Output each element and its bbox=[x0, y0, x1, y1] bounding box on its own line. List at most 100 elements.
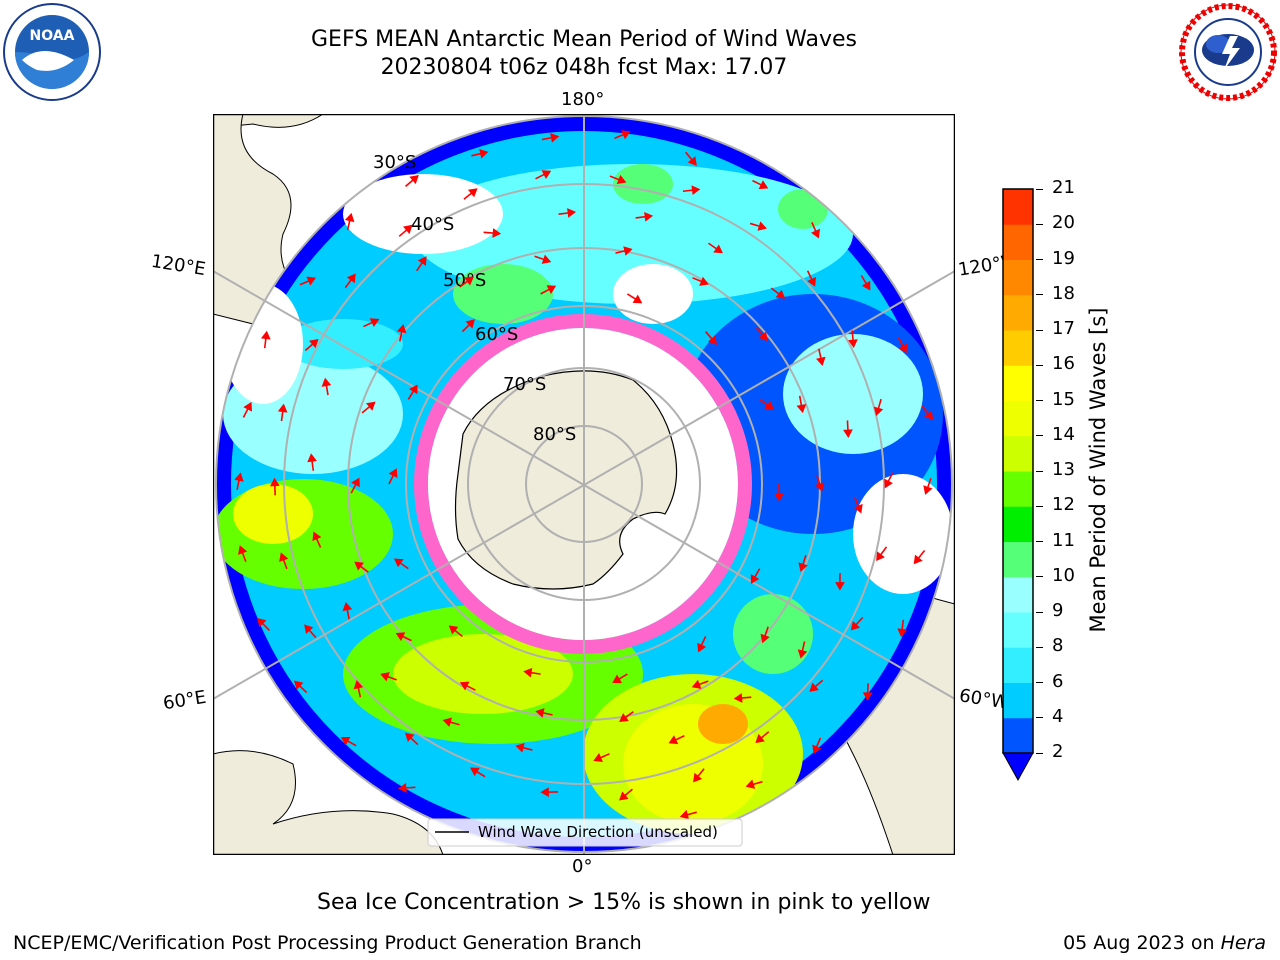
colorbar-tick-label: 14 bbox=[1052, 423, 1075, 445]
wind-arrow-head bbox=[619, 713, 629, 722]
wind-arrow-head bbox=[353, 680, 364, 690]
colorbar-tick-label: 2 bbox=[1052, 741, 1064, 762]
map-subtitle: 20230804 t06z 048h fcst Max: 17.07 bbox=[380, 55, 788, 80]
colorbar-band bbox=[1003, 541, 1033, 578]
wind-arrow-head bbox=[924, 410, 934, 420]
wind-arrow-head bbox=[697, 642, 707, 653]
wind-arrow-head bbox=[811, 228, 821, 239]
noaa-logo-text: NOAA bbox=[30, 28, 75, 44]
wind-arrow-head bbox=[464, 276, 474, 286]
wind-arrow-head bbox=[758, 331, 768, 342]
colorbar-band bbox=[1003, 647, 1033, 683]
colorbar-tick-mark bbox=[1036, 329, 1043, 331]
colorbar-tick-mark bbox=[1036, 505, 1043, 507]
wind-arrow-head bbox=[775, 289, 786, 299]
wind-arrow-head bbox=[774, 493, 784, 502]
noaa-logo: NOAA bbox=[3, 3, 101, 101]
map-frame bbox=[213, 114, 955, 855]
colorbar-tick-label: 6 bbox=[1052, 670, 1064, 692]
wind-arrow-head bbox=[796, 403, 807, 414]
wind-arrow-head bbox=[876, 551, 885, 562]
legend: Wind Wave Direction (unscaled) bbox=[427, 818, 743, 847]
wind-arrow-head bbox=[396, 324, 407, 334]
wind-arrow-head bbox=[550, 132, 560, 143]
wind-arrow-head bbox=[448, 625, 459, 635]
wind-arrow-head bbox=[238, 545, 248, 555]
colorbar-tick-mark bbox=[1036, 576, 1043, 578]
lat-label-80: 80°S bbox=[533, 424, 576, 445]
lat-label-60: 60°S bbox=[475, 324, 518, 345]
colorbar-tick-label: 10 bbox=[1052, 564, 1075, 586]
wind-arrow-head bbox=[417, 256, 427, 266]
wind-arrow-head bbox=[619, 791, 629, 801]
colorbar-band bbox=[1003, 506, 1033, 542]
colorbar-label: Mean Period of Wind Waves [s] bbox=[1086, 307, 1110, 633]
wind-arrow-head bbox=[546, 285, 557, 294]
wind-arrow-head bbox=[397, 783, 407, 793]
wind-arrow-head bbox=[304, 624, 314, 634]
wind-arrow-head bbox=[612, 674, 622, 684]
wind-arrow-head bbox=[897, 628, 908, 638]
wind-arrow-head bbox=[758, 180, 769, 190]
colorbar bbox=[1002, 188, 1034, 782]
wind-arrow-head bbox=[757, 221, 767, 231]
colorbar-tick-mark bbox=[1036, 541, 1043, 542]
wind-arrow-head bbox=[346, 273, 356, 284]
colorbar-tick-mark bbox=[1036, 611, 1043, 613]
colorbar-tick-mark bbox=[1036, 752, 1043, 754]
wind-arrow-head bbox=[699, 276, 709, 286]
colorbar-band bbox=[1003, 259, 1033, 296]
wind-arrow-head bbox=[293, 680, 304, 690]
colorbar-tick-label: 18 bbox=[1052, 282, 1075, 304]
wind-arrow-head bbox=[797, 649, 808, 659]
antarctica-land bbox=[454, 370, 678, 590]
wind-arrow-head bbox=[764, 400, 775, 410]
legend-label: Wind Wave Direction (unscaled) bbox=[478, 823, 718, 841]
wind-arrow-head bbox=[309, 338, 319, 349]
wind-arrow-head bbox=[755, 733, 765, 744]
wind-arrow-head bbox=[809, 682, 819, 692]
wind-arrow-head bbox=[621, 130, 631, 140]
colorbar-band bbox=[1003, 294, 1033, 331]
wind-arrow-head bbox=[750, 574, 760, 584]
wind-arrow-head bbox=[541, 254, 552, 264]
wind-arrow-head bbox=[321, 377, 332, 387]
wind-arrow-head bbox=[277, 403, 288, 413]
wind-arrow-head bbox=[816, 356, 826, 366]
wind-arrow-head bbox=[807, 276, 816, 287]
colorbar-tick-label: 12 bbox=[1052, 494, 1075, 516]
lat-label-70: 70°S bbox=[503, 374, 546, 395]
wind-arrow-head bbox=[843, 429, 853, 438]
wind-arrow-head bbox=[393, 558, 404, 568]
wind-arrow-head bbox=[342, 601, 353, 612]
wind-arrow-head bbox=[467, 188, 478, 198]
wind-arrow-head bbox=[760, 633, 770, 644]
wind-arrow-head bbox=[812, 744, 822, 755]
colorbar-tick-mark bbox=[1036, 294, 1043, 296]
wind-arrow-head bbox=[913, 554, 923, 565]
colorbar-tick-label: 19 bbox=[1052, 247, 1075, 269]
wind-arrow-head bbox=[307, 453, 317, 463]
colorbar-tick-label: 8 bbox=[1052, 635, 1064, 657]
colorbar-tick-mark bbox=[1036, 259, 1043, 260]
wind-arrow-head bbox=[691, 185, 701, 196]
lat-label-40: 40°S bbox=[411, 214, 454, 235]
wind-arrow-head bbox=[306, 276, 317, 286]
wind-arrow-head bbox=[679, 809, 690, 820]
wind-arrow-head bbox=[707, 335, 718, 345]
colorbar-tick-label: 15 bbox=[1052, 388, 1075, 410]
map-title: GEFS MEAN Antarctic Mean Period of Wind … bbox=[311, 27, 857, 52]
footer-credit: NCEP/EMC/Verification Post Processing Pr… bbox=[13, 932, 642, 954]
colorbar-tick-label: 11 bbox=[1052, 529, 1075, 551]
wind-arrow-head bbox=[340, 736, 351, 746]
wind-arrow-head bbox=[479, 148, 489, 159]
colorbar-band bbox=[1003, 471, 1033, 507]
nws-logo bbox=[1179, 3, 1277, 101]
wind-arrow-head bbox=[853, 503, 863, 514]
wind-arrow-head bbox=[243, 401, 253, 412]
lon-label-120E: 120°E bbox=[149, 250, 208, 281]
colorbar-band bbox=[1003, 400, 1033, 437]
wind-arrow-head bbox=[344, 212, 355, 223]
wind-arrow-head bbox=[850, 620, 861, 631]
colorbar-extend-triangle bbox=[1002, 752, 1034, 782]
